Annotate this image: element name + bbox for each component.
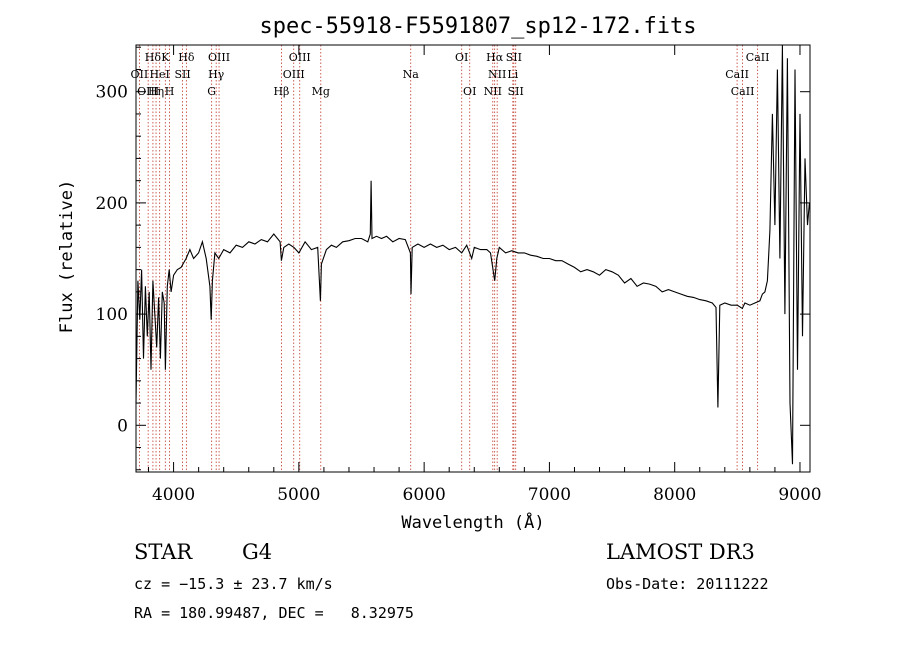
chart-title: spec-55918-F5591807_sp12-172.fits — [259, 14, 696, 39]
x-tick-label-0: 4000 — [152, 485, 195, 505]
x-axis-ticks: 4000 5000 6000 7000 8000 9000 — [148, 45, 822, 505]
marker-label-10: HeI — [149, 68, 169, 81]
y-tick-label-2: 200 — [96, 194, 128, 214]
y-axis-label: Flux (relative) — [57, 180, 77, 334]
x-tick-label-2: 6000 — [403, 485, 446, 505]
x-axis-label: Wavelength (Å) — [401, 511, 544, 533]
marker-label-14: Na — [403, 68, 420, 81]
x-tick-label-1: 5000 — [277, 485, 320, 505]
y-tick-label-0: 0 — [117, 416, 128, 436]
redshift-text: cz = −15.3 ± 23.7 km/s — [134, 575, 333, 593]
marker-label-11: SII — [174, 68, 190, 81]
marker-label-13: OIII — [283, 68, 305, 81]
marker-label-15: NII — [488, 68, 506, 81]
marker-label-6: Hα — [486, 51, 504, 64]
marker-label-22: Hβ — [273, 85, 289, 98]
marker-label-19: Hη — [148, 85, 164, 98]
marker-label-5: OI — [455, 51, 468, 64]
marker-label-0: Hδ — [145, 51, 162, 64]
marker-label-16: Li — [507, 68, 518, 81]
y-tick-label-3: 300 — [96, 83, 128, 103]
marker-label-23: Mg — [312, 85, 330, 98]
x-tick-label-5: 9000 — [778, 485, 821, 505]
coordinates: RA = 180.99487, DEC = 8.32975 — [134, 604, 414, 622]
marker-label-27: CaII — [731, 85, 755, 98]
marker-label-24: OI — [463, 85, 476, 98]
y-axis-ticks: 0 100 200 300 — [96, 46, 810, 471]
x-tick-label-3: 7000 — [528, 485, 571, 505]
line-markers — [138, 45, 759, 472]
marker-label-21: G — [207, 85, 216, 98]
marker-label-25: NII — [484, 85, 502, 98]
y-tick-label-1: 100 — [96, 305, 128, 325]
marker-label-17: CaII — [725, 68, 749, 81]
plot-frame — [135, 44, 811, 473]
survey-name: LAMOST DR3 — [606, 540, 755, 564]
marker-label-8: CaII — [746, 51, 770, 64]
marker-label-7: SII — [506, 51, 522, 64]
x-tick-label-4: 8000 — [653, 485, 696, 505]
marker-label-9: OII — [131, 68, 149, 81]
marker-label-3: OIII — [208, 51, 230, 64]
marker-label-20: H — [165, 85, 175, 98]
marker-label-1: K — [161, 51, 170, 64]
marker-label-4: OIII — [289, 51, 311, 64]
marker-label-18: OIII — [137, 85, 159, 98]
marker-label-12: Hγ — [208, 68, 225, 81]
obs-date: Obs-Date: 20111222 — [606, 575, 769, 593]
object-class: STAR — [134, 540, 193, 564]
object-subclass: G4 — [242, 540, 273, 564]
marker-label-26: SII — [508, 85, 524, 98]
series-flux — [135, 44, 810, 465]
marker-label-2: Hδ — [178, 51, 195, 64]
